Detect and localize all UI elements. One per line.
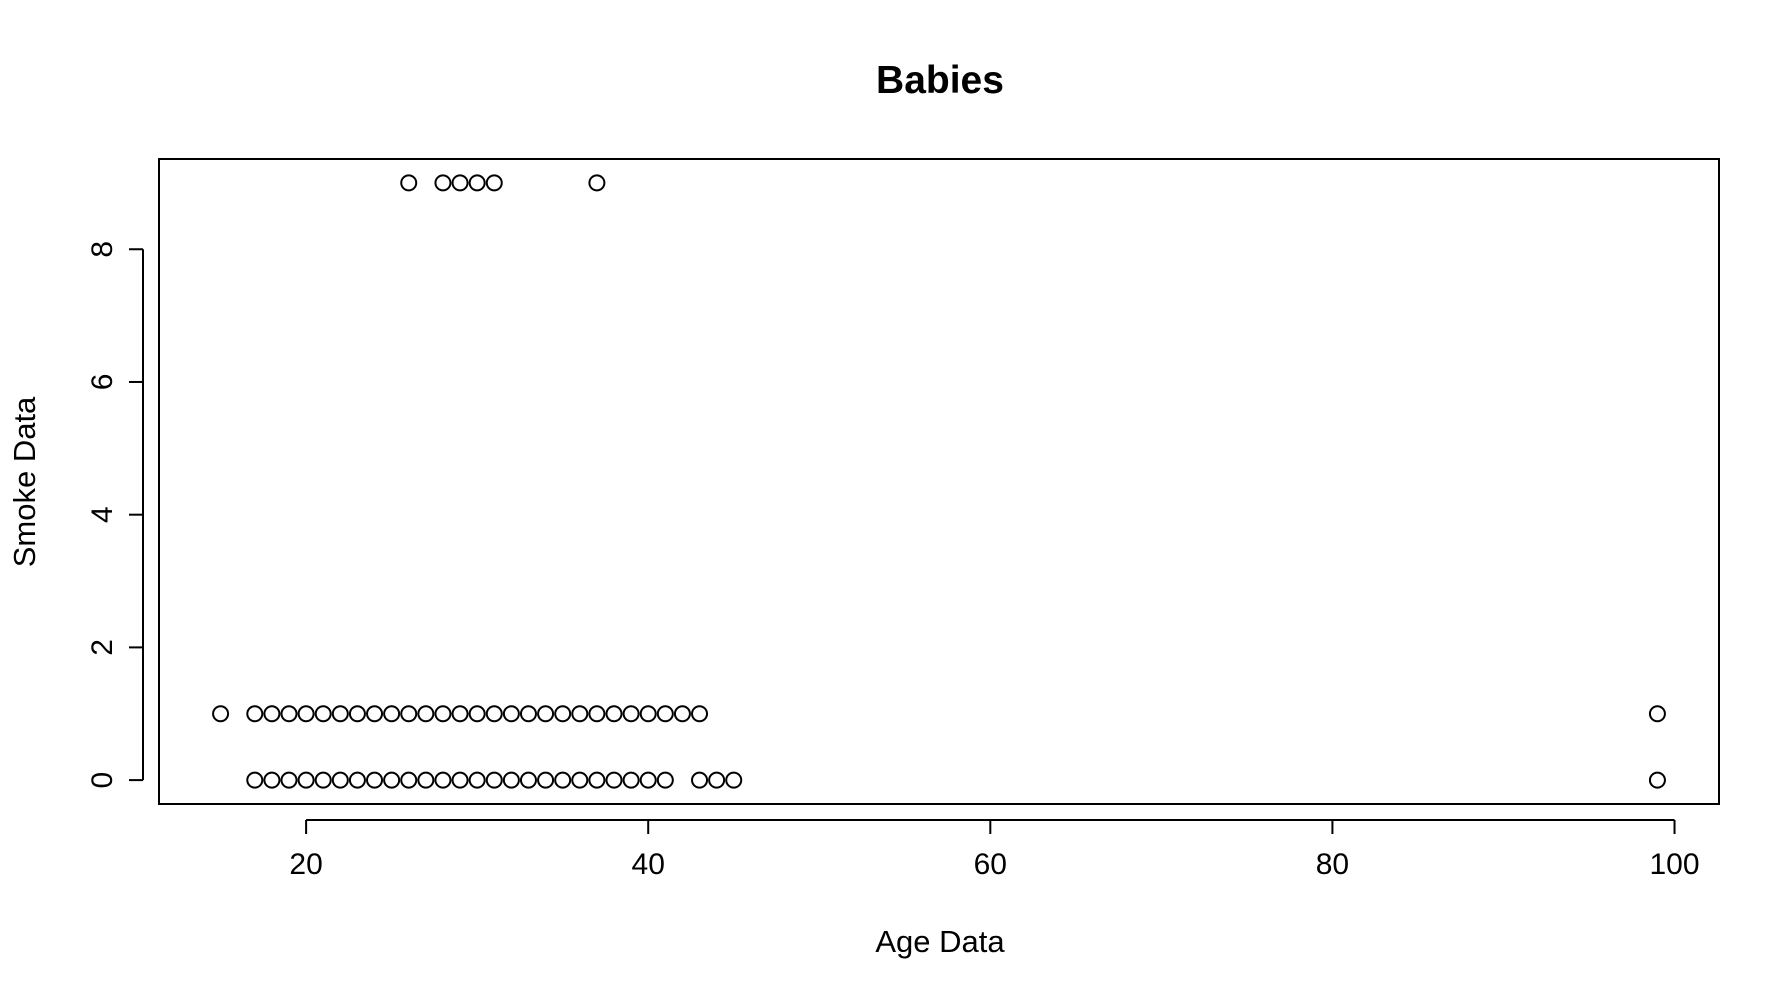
data-point: [451, 771, 469, 789]
data-point: [246, 705, 264, 723]
data-point: [673, 705, 691, 723]
data-point: [554, 771, 572, 789]
data-point: [571, 771, 589, 789]
y-tick-label: 6: [86, 374, 119, 391]
data-point: [314, 705, 332, 723]
data-point: [451, 705, 469, 723]
data-point: [331, 771, 349, 789]
data-point: [451, 174, 469, 192]
x-axis-label: Age Data: [875, 924, 1005, 959]
y-axis-label: Smoke Data: [7, 396, 42, 567]
data-point: [588, 771, 606, 789]
y-tick-label: 2: [86, 639, 119, 656]
data-point: [537, 771, 555, 789]
data-points: [212, 174, 1666, 789]
y-tick-label: 0: [86, 772, 119, 789]
data-point: [400, 174, 418, 192]
x-tick-label: 80: [1316, 848, 1349, 881]
data-point: [263, 771, 281, 789]
data-point: [502, 771, 520, 789]
data-point: [554, 705, 572, 723]
data-point: [537, 705, 555, 723]
data-point: [691, 705, 709, 723]
data-point: [622, 771, 640, 789]
x-axis: 20 40 60 80 100: [289, 819, 1700, 881]
data-point: [297, 771, 315, 789]
data-point: [366, 771, 384, 789]
data-point: [519, 771, 537, 789]
data-point: [280, 705, 298, 723]
data-point: [400, 771, 418, 789]
data-point: [571, 705, 589, 723]
data-point: [434, 174, 452, 192]
data-point: [280, 771, 298, 789]
data-point: [263, 705, 281, 723]
data-point: [468, 174, 486, 192]
data-point: [348, 705, 366, 723]
data-point: [212, 705, 230, 723]
data-point: [468, 705, 486, 723]
data-point: [400, 705, 418, 723]
data-point: [468, 771, 486, 789]
data-point: [383, 771, 401, 789]
data-point: [656, 705, 674, 723]
data-point: [417, 705, 435, 723]
data-point: [691, 771, 709, 789]
x-tick-label: 40: [632, 848, 665, 881]
data-point: [485, 174, 503, 192]
y-axis: 0 2 4 6 8: [86, 241, 144, 789]
data-point: [485, 705, 503, 723]
chart-title: Babies: [876, 59, 1004, 102]
data-point: [639, 771, 657, 789]
data-point: [725, 771, 743, 789]
data-point: [348, 771, 366, 789]
data-point: [639, 705, 657, 723]
x-tick-label: 100: [1649, 848, 1699, 881]
data-point: [246, 771, 264, 789]
data-point: [708, 771, 726, 789]
data-point: [605, 705, 623, 723]
data-point: [588, 705, 606, 723]
plot-frame: [158, 158, 1720, 805]
x-tick-label: 60: [974, 848, 1007, 881]
data-point: [656, 771, 674, 789]
y-tick-label: 8: [86, 241, 119, 258]
y-tick-label: 4: [86, 506, 119, 523]
data-point: [417, 771, 435, 789]
data-point: [297, 705, 315, 723]
data-point: [502, 705, 520, 723]
data-point: [434, 771, 452, 789]
data-point: [605, 771, 623, 789]
data-point: [314, 771, 332, 789]
data-point: [1648, 705, 1666, 723]
data-point: [331, 705, 349, 723]
data-point: [588, 174, 606, 192]
data-point: [366, 705, 384, 723]
data-point: [383, 705, 401, 723]
x-tick-label: 20: [289, 848, 322, 881]
data-point: [434, 705, 452, 723]
data-point: [622, 705, 640, 723]
data-point: [1648, 771, 1666, 789]
data-point: [519, 705, 537, 723]
data-point: [485, 771, 503, 789]
